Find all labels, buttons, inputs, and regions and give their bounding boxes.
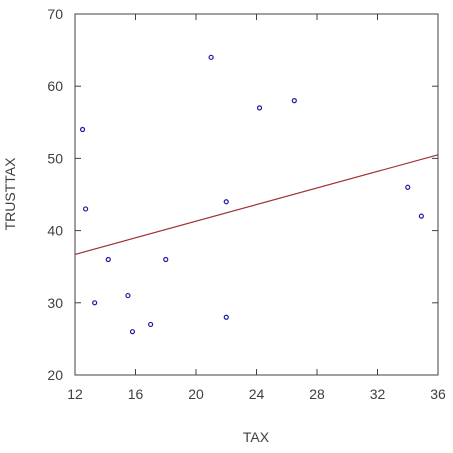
y-tick-label-70: 70 [47,6,63,22]
x-tick-label-16: 16 [128,386,144,402]
data-point-9 [223,199,229,205]
data-point-3 [105,256,111,263]
regression-line-group [74,154,439,256]
data-point-4 [125,292,131,299]
data-point-7 [163,256,169,263]
regression-line [74,154,439,256]
y-tick-label-30: 30 [47,295,63,311]
y-tick-label-50: 50 [47,150,63,166]
data-point-13 [405,184,411,190]
data-point-2 [92,300,98,306]
data-point-5 [129,329,136,335]
data-point-11 [256,105,263,111]
x-tick-label-12: 12 [67,386,83,402]
x-tick-label-20: 20 [188,386,204,402]
data-point-6 [148,321,154,328]
x-tick-label-36: 36 [430,386,446,402]
x-axis-title: TAX [243,429,270,445]
data-points [79,54,424,335]
y-tick-label-60: 60 [47,78,63,94]
data-point-14 [418,213,424,219]
data-point-1 [82,206,89,212]
data-point-12 [291,98,297,104]
y-tick-label-20: 20 [47,367,63,383]
data-point-10 [223,314,229,320]
y-axis-title: TRUSTTAX [2,157,18,231]
data-point-8 [208,54,214,60]
data-point-0 [79,126,86,133]
y-tick-label-40: 40 [47,223,63,239]
x-tick-label-28: 28 [309,386,325,402]
plot-frame [74,13,439,376]
y-axis-ticks: 20 30 40 50 60 70 [47,6,438,383]
x-axis-ticks: 12 16 20 24 28 32 36 [67,14,446,402]
x-tick-label-24: 24 [249,386,265,402]
x-tick-label-32: 32 [370,386,386,402]
